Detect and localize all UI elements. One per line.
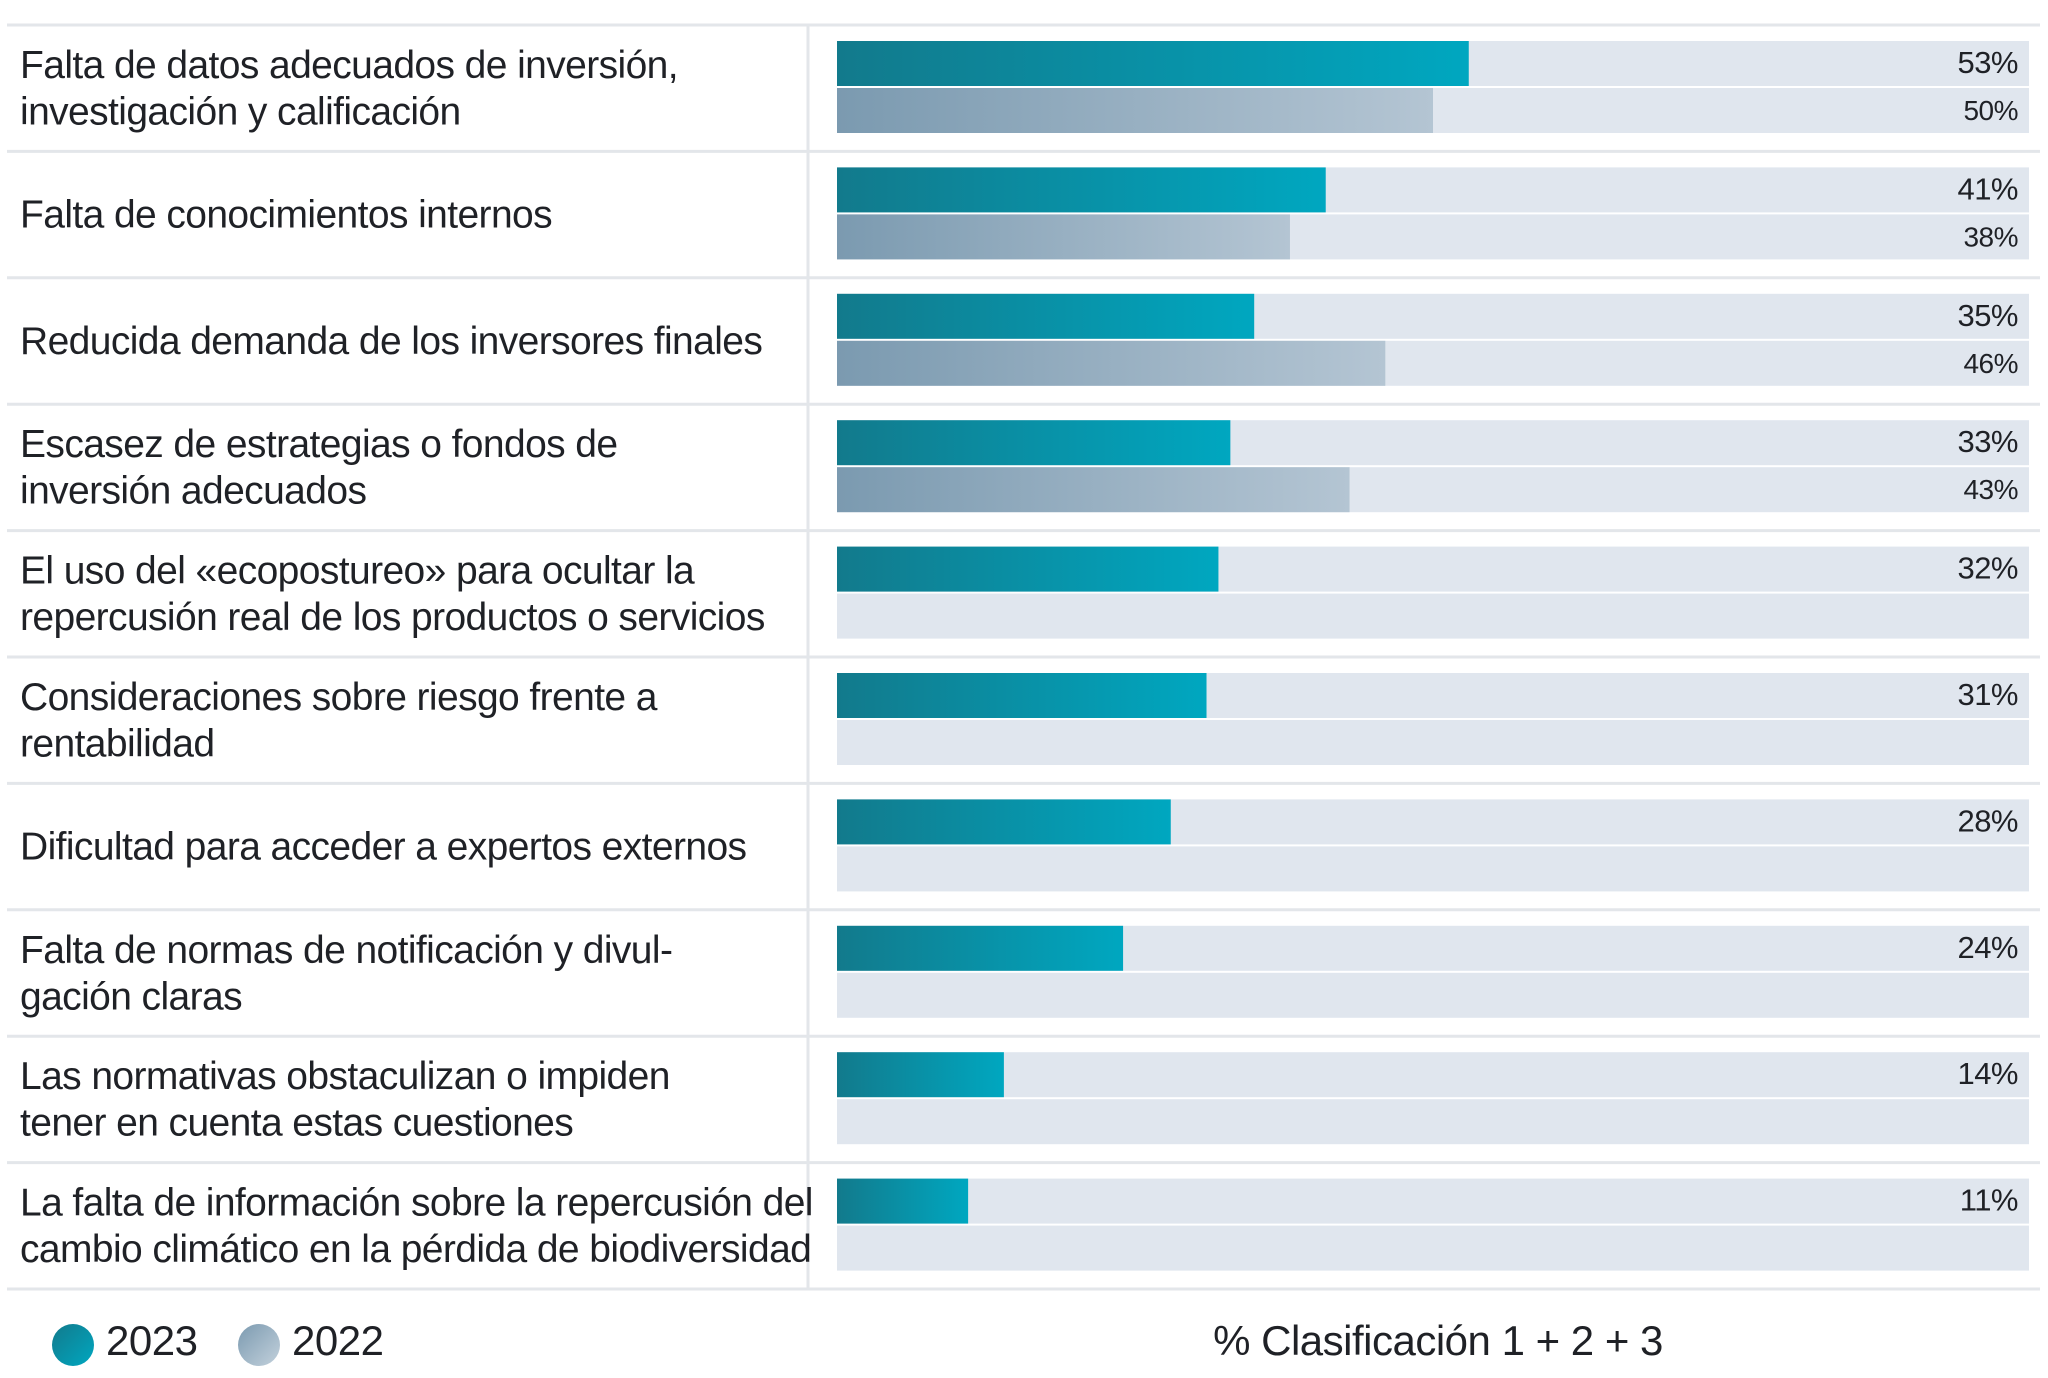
bar-2023 [837,546,1219,592]
category-label-line: cambio climático en la pérdida de biodiv… [20,1228,811,1271]
bar-2023 [837,420,1231,466]
bar-track [837,1178,2029,1224]
bar-2023 [837,41,1469,86]
legend-2023-label: 2023 [106,1317,197,1364]
value-label-2023: 35% [1957,298,2018,333]
category-label-line: Falta de conocimientos internos [20,194,552,237]
value-label-2022: 43% [1963,474,2018,505]
value-label-2023: 14% [1957,1056,2018,1091]
value-label-2023: 11% [1960,1183,2018,1218]
value-label-2023: 31% [1957,677,2018,712]
value-label-2023: 32% [1957,551,2018,586]
category-label: La falta de información sobre la repercu… [20,1182,813,1272]
bar-2023 [837,673,1207,718]
value-label-2023: 41% [1957,171,2018,206]
category-label-line: tener en cuenta estas cuestiones [20,1102,573,1145]
category-label-line: Reducida demanda de los inversores final… [20,320,762,363]
bar-track [837,593,2029,639]
chart-row: Falta de datos adecuados de inversión, in… [20,41,2029,133]
chart-row: Falta de normas de notificación y divul-… [20,925,2029,1019]
value-label-2023: 33% [1957,424,2018,459]
bar-2022 [837,340,1386,386]
chart-row: El uso del «ecopostureo» para ocultar la… [20,546,2029,640]
category-label-line: Las normativas obstaculizan o impiden [20,1055,670,1098]
bar-2023 [837,293,1255,339]
category-label-line: Falta de normas de notificación y divul- [20,929,672,972]
category-label-line: Falta de datos adecuados de inversión, [20,44,678,87]
value-label-2022: 46% [1963,348,2018,379]
chart-rows: Falta de datos adecuados de inversión, in… [20,41,2029,1271]
category-label-line: El uso del «ecopostureo» para ocultar la [20,550,695,593]
value-label-2023: 53% [1957,45,2018,80]
category-label-line: repercusión real de los productos o serv… [20,596,765,639]
category-label-line: inversión adecuados [20,470,366,513]
category-label: Dificultad para acceder a expertos exter… [20,826,747,869]
bar-track [837,1225,2029,1271]
category-label: Falta de normas de notificación y divul-… [20,929,672,1019]
category-label-line: gación claras [20,975,242,1018]
legend: 2023 2022 [52,1317,384,1366]
bar-2022 [837,467,1350,513]
chart-row: La falta de información sobre la repercu… [20,1178,2029,1272]
chart-row: Falta de conocimientos internos 41% 38% [20,167,2029,260]
x-axis-label: % Clasificación 1 + 2 + 3 [1213,1317,1663,1364]
bar-track [837,1052,2029,1098]
category-label: Las normativas obstaculizan o impiden ten… [20,1055,670,1145]
bar-2023 [837,799,1171,845]
chart-row: Escasez de estrategias o fondos de invers… [20,420,2029,513]
value-label-2023: 28% [1957,803,2018,838]
category-label-line: La falta de información sobre la repercu… [20,1182,813,1225]
chart-row: Las normativas obstaculizan o impiden ten… [20,1052,2029,1145]
bar-track [837,1099,2029,1145]
chart-row: Dificultad para acceder a expertos exter… [20,799,2029,892]
value-label-2022: 38% [1963,221,2018,252]
bar-2023 [837,1052,1004,1098]
legend-2023-swatch [52,1324,94,1366]
bar-2023 [837,925,1124,971]
value-label-2022: 50% [1963,95,2018,126]
bar-track [837,720,2029,765]
category-label: Reducida demanda de los inversores final… [20,320,762,363]
bar-track [837,846,2029,892]
category-label: Falta de conocimientos internos [20,194,552,237]
chart-row: Reducida demanda de los inversores final… [20,293,2029,386]
grid-lines [7,23,2040,1291]
bar-2023 [837,1178,969,1224]
bar-2023 [837,167,1326,213]
category-label: El uso del «ecopostureo» para ocultar la… [20,550,765,640]
category-label-line: Consideraciones sobre riesgo frente a [20,676,658,719]
chart-row: Consideraciones sobre riesgo frente a ren… [20,673,2029,765]
category-label-line: Escasez de estrategias o fondos de [20,423,618,466]
bar-2022 [837,88,1433,133]
bar-track [837,972,2029,1018]
legend-2022-swatch [238,1324,280,1366]
category-label-line: rentabilidad [20,722,214,765]
legend-2022-label: 2022 [292,1317,383,1364]
category-label: Escasez de estrategias o fondos de invers… [20,423,618,513]
category-label: Consideraciones sobre riesgo frente a ren… [20,676,658,766]
category-label-line: investigación y calificación [20,90,461,133]
value-label-2023: 24% [1957,930,2018,965]
category-label: Falta de datos adecuados de inversión, in… [20,44,678,134]
bar-2022 [837,214,1290,260]
category-label-line: Dificultad para acceder a expertos exter… [20,826,747,869]
